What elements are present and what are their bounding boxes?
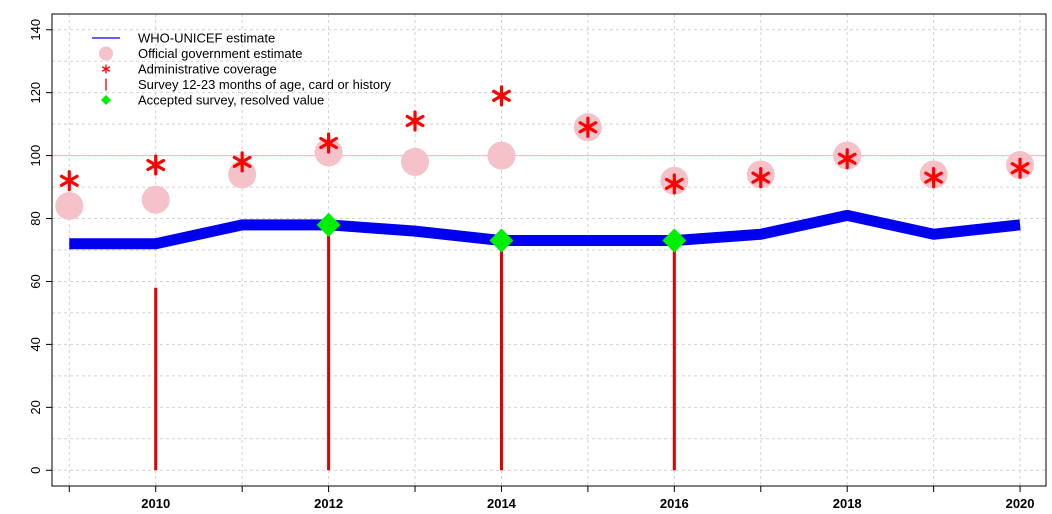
- accepted-survey-point: [316, 212, 341, 237]
- administrative-coverage-point: [1010, 157, 1030, 179]
- y-tick-label: 40: [28, 337, 43, 351]
- y-tick-label: 80: [28, 211, 43, 225]
- plot-border: [51, 13, 1047, 487]
- official-estimate-point: [55, 191, 84, 220]
- official-estimate-layer: [55, 113, 1035, 220]
- y-tick-label: 140: [28, 19, 43, 41]
- y-tick-label: 60: [28, 274, 43, 288]
- legend-label: WHO-UNICEF estimate: [138, 31, 275, 46]
- administrative-coverage-layer: [59, 85, 1030, 195]
- legend-label: Survey 12-23 months of age, card or hist…: [138, 77, 391, 92]
- legend-key-official: [99, 46, 113, 61]
- administrative-coverage-point: [59, 170, 79, 192]
- y-tick-label: 0: [28, 467, 43, 474]
- administrative-coverage-point: [578, 116, 598, 138]
- administrative-coverage-point: [664, 173, 684, 195]
- accepted-survey-layer: [316, 212, 687, 253]
- official-estimate-point: [141, 185, 170, 214]
- x-tick-label: 2018: [833, 496, 862, 511]
- legend-key-administrative: [101, 64, 111, 74]
- accepted-survey-point: [489, 228, 514, 253]
- survey-layer: [154, 224, 676, 471]
- official-estimate-point: [487, 141, 516, 170]
- legend-key-accepted: [101, 95, 111, 105]
- administrative-coverage-point: [405, 110, 425, 132]
- administrative-coverage-point: [146, 154, 166, 176]
- y-tick-label: 100: [28, 145, 43, 167]
- administrative-coverage-point: [837, 148, 857, 170]
- administrative-coverage-point: [751, 167, 771, 189]
- administrative-coverage-point: [924, 167, 944, 189]
- administrative-coverage-point: [232, 151, 252, 173]
- legend-label: Accepted survey, resolved value: [138, 93, 324, 108]
- accepted-survey-point: [662, 228, 687, 253]
- axes-layer: 0 20 40 60 80 100 120 140 2010 2012 2014 2016 2018 20…: [28, 13, 1047, 511]
- x-tick-label: 2012: [314, 496, 343, 511]
- legend-label: Official government estimate: [138, 46, 303, 61]
- x-tick-label: 2020: [1006, 496, 1035, 511]
- administrative-coverage-point: [492, 85, 511, 107]
- official-estimate-point: [401, 147, 430, 176]
- who-estimate-layer: [69, 209, 1021, 250]
- x-tick-label: 2014: [487, 496, 517, 511]
- x-tick-label: 2010: [141, 496, 170, 511]
- administrative-coverage-point: [319, 132, 338, 154]
- y-tick-label: 20: [28, 400, 43, 414]
- x-tick-label: 2016: [660, 496, 689, 511]
- y-tick-label: 120: [28, 82, 43, 104]
- who-unicef-estimate-line: [69, 209, 1021, 250]
- legend-label: Administrative coverage: [138, 62, 277, 77]
